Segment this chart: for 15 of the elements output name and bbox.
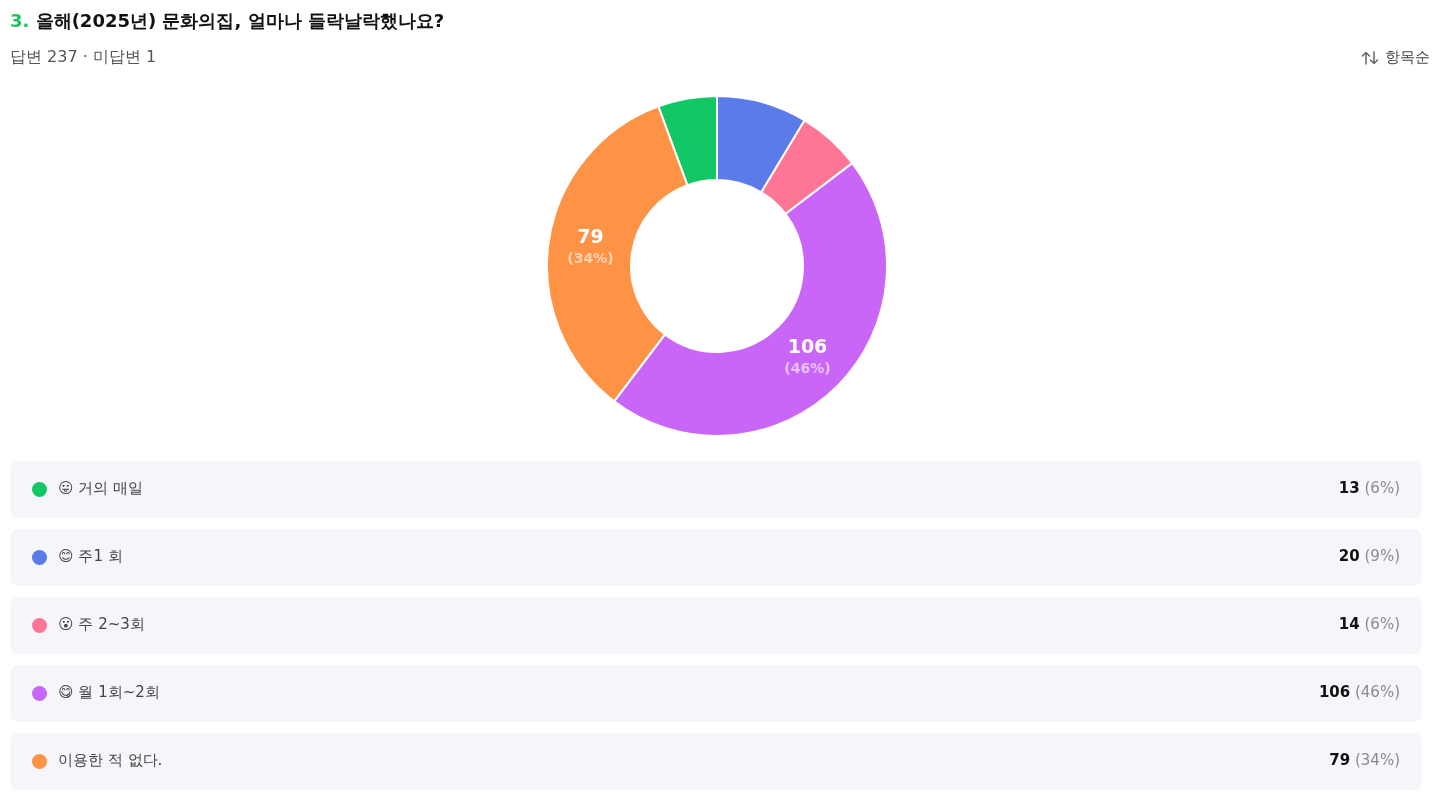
legend-label: 😮 주 2~3회 — [58, 615, 145, 634]
chart-title: 3. 올해(2025년) 문화의집, 얼마나 들락날락했나요? — [10, 9, 445, 33]
legend-label: 😛 거의 매일 — [58, 479, 144, 498]
text: 79 (34%) — [1329, 751, 1400, 769]
data-label: 20 (9%) — [1338, 547, 1400, 565]
data-label: 14 (6%) — [1338, 615, 1400, 633]
text: 항목순 — [1385, 48, 1430, 67]
chart-subtitle: 답변 237 · 미답변 1 — [10, 47, 157, 68]
legend-label: 😋 월 1회~2회 — [58, 683, 160, 702]
data-label: 106 (46%) — [784, 334, 831, 376]
legend-label: 😊 주1 회 — [58, 547, 123, 566]
data-label: 13 (6%) — [1338, 479, 1400, 497]
legend-label: 이용한 적 없다. — [58, 751, 163, 770]
data-label: 79 (34%) — [567, 225, 614, 266]
text: 106 (46%) — [1318, 683, 1400, 701]
